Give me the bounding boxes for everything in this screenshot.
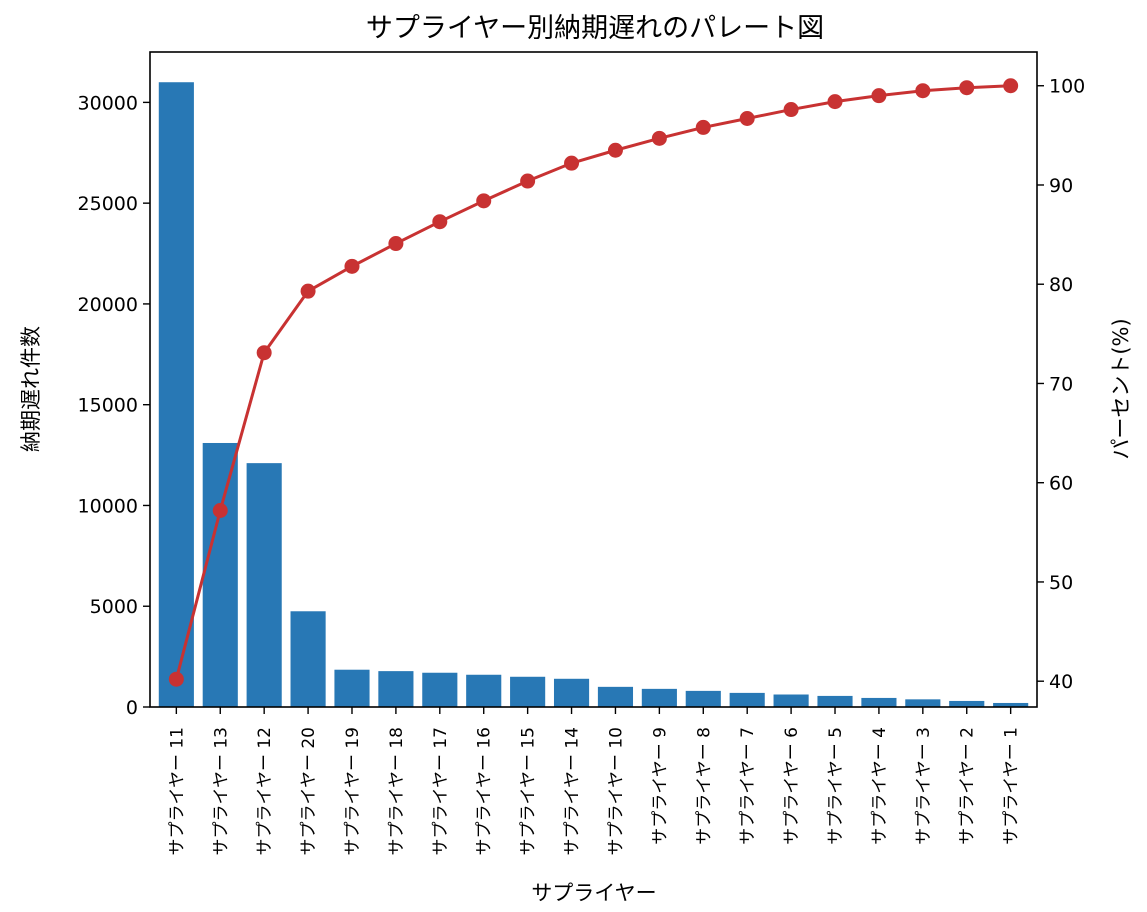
cumulative-point bbox=[388, 236, 404, 252]
cumulative-point bbox=[607, 142, 623, 158]
x-tick-label: サプライヤー 14 bbox=[563, 727, 583, 856]
bar bbox=[553, 678, 590, 707]
x-tick-label: サプライヤー 11 bbox=[167, 727, 187, 856]
x-tick-label: サプライヤー 15 bbox=[519, 727, 539, 856]
cumulative-point bbox=[300, 283, 316, 299]
cumulative-point bbox=[212, 503, 228, 518]
cumulative-point bbox=[1003, 78, 1019, 94]
x-tick-label: サプライヤー 7 bbox=[738, 727, 758, 845]
cumulative-point bbox=[827, 94, 843, 110]
x-tick-label: サプライヤー 19 bbox=[343, 727, 363, 856]
cumulative-point bbox=[871, 88, 887, 104]
cumulative-point bbox=[783, 102, 799, 118]
bar bbox=[290, 611, 326, 707]
y-tick-label: 30000 bbox=[78, 92, 138, 114]
x-tick-label: サプライヤー 10 bbox=[606, 727, 626, 856]
bar bbox=[597, 686, 634, 707]
x-tick-label: サプライヤー 20 bbox=[299, 727, 319, 856]
cumulative-point bbox=[256, 345, 272, 361]
bar bbox=[202, 442, 238, 707]
bar bbox=[334, 669, 370, 707]
x-axis-ticks: サプライヤー 11 サプライヤー 13 サプライヤー 12 サプライヤー 20 サプライ… bbox=[167, 707, 1022, 856]
x-tick-label: サプライヤー 2 bbox=[958, 727, 978, 845]
x-tick-label: サプライヤー 8 bbox=[694, 727, 714, 845]
bar bbox=[773, 694, 809, 707]
y2-tick-label: 60 bbox=[1049, 473, 1073, 495]
y2-tick-label: 70 bbox=[1049, 373, 1073, 395]
x-tick-label: サプライヤー 4 bbox=[870, 727, 890, 845]
y2-tick-label: 40 bbox=[1049, 671, 1073, 693]
y2-tick-label: 90 bbox=[1049, 175, 1073, 197]
cumulative-point bbox=[651, 130, 667, 146]
chart-title: サプライヤー別納期遅れのパレート図 bbox=[366, 13, 824, 44]
bar bbox=[685, 690, 721, 707]
bar bbox=[466, 674, 502, 707]
bar bbox=[905, 699, 941, 707]
bar-series bbox=[158, 82, 1029, 707]
y-axis-label: 納期遅れ件数 bbox=[19, 326, 43, 452]
y-tick-label: 10000 bbox=[78, 495, 138, 517]
cumulative-line bbox=[174, 84, 1011, 680]
bar bbox=[993, 702, 1029, 707]
y-tick-label: 20000 bbox=[78, 294, 138, 316]
bar bbox=[949, 700, 985, 707]
cumulative-point bbox=[432, 214, 448, 230]
bar bbox=[510, 676, 546, 707]
cumulative-point bbox=[959, 80, 975, 96]
cumulative-point bbox=[695, 119, 711, 135]
right-axis-ticks: 40 50 60 70 80 90 100 bbox=[1037, 76, 1085, 693]
bar bbox=[641, 688, 677, 707]
x-tick-label: サプライヤー 3 bbox=[914, 727, 934, 845]
y2-tick-label: 50 bbox=[1049, 572, 1073, 594]
y-tick-label: 25000 bbox=[78, 193, 138, 215]
cumulative-point bbox=[564, 155, 580, 171]
cumulative-point bbox=[520, 173, 536, 189]
y-tick-label: 15000 bbox=[78, 395, 138, 417]
bar bbox=[158, 82, 194, 707]
y2-tick-label: 100 bbox=[1049, 76, 1085, 98]
cumulative-point bbox=[739, 110, 755, 126]
x-tick-label: サプライヤー 9 bbox=[650, 727, 670, 845]
y2-axis-label: パーセント(%) bbox=[1109, 318, 1133, 459]
x-tick-label: サプライヤー 13 bbox=[211, 727, 231, 856]
y2-tick-label: 80 bbox=[1049, 274, 1073, 296]
bar bbox=[378, 671, 414, 707]
bar bbox=[817, 695, 853, 707]
cumulative-point bbox=[168, 671, 184, 687]
x-tick-label: サプライヤー 1 bbox=[1002, 727, 1022, 845]
left-axis-ticks: 0 5000 10000 15000 20000 25000 30000 bbox=[78, 92, 150, 719]
y-tick-label: 5000 bbox=[90, 596, 138, 618]
bar bbox=[861, 697, 897, 707]
x-tick-label: サプライヤー 12 bbox=[255, 727, 275, 856]
x-axis-label: サプライヤー bbox=[531, 881, 656, 905]
cumulative-line-series bbox=[168, 78, 1019, 687]
cumulative-point bbox=[915, 83, 931, 99]
bar bbox=[246, 463, 282, 707]
bar bbox=[729, 692, 765, 707]
cumulative-point bbox=[344, 258, 360, 274]
x-tick-label: サプライヤー 16 bbox=[475, 727, 495, 856]
plot-frame bbox=[149, 51, 1038, 708]
bar bbox=[422, 672, 458, 707]
x-tick-label: サプライヤー 18 bbox=[387, 727, 407, 856]
x-tick-label: サプライヤー 5 bbox=[826, 727, 846, 845]
cumulative-point bbox=[476, 193, 492, 209]
x-tick-label: サプライヤー 6 bbox=[782, 727, 802, 845]
x-tick-label: サプライヤー 17 bbox=[431, 727, 451, 856]
y-tick-label: 0 bbox=[126, 697, 138, 719]
